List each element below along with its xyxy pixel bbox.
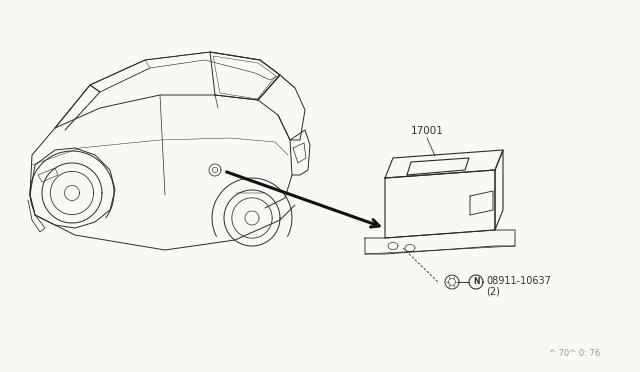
Text: (2): (2) xyxy=(486,287,500,297)
Text: N: N xyxy=(473,278,479,286)
Text: 17001: 17001 xyxy=(411,126,444,136)
Text: ^ 70^ 0: 76: ^ 70^ 0: 76 xyxy=(548,349,600,358)
Text: 08911-10637: 08911-10637 xyxy=(486,276,551,286)
